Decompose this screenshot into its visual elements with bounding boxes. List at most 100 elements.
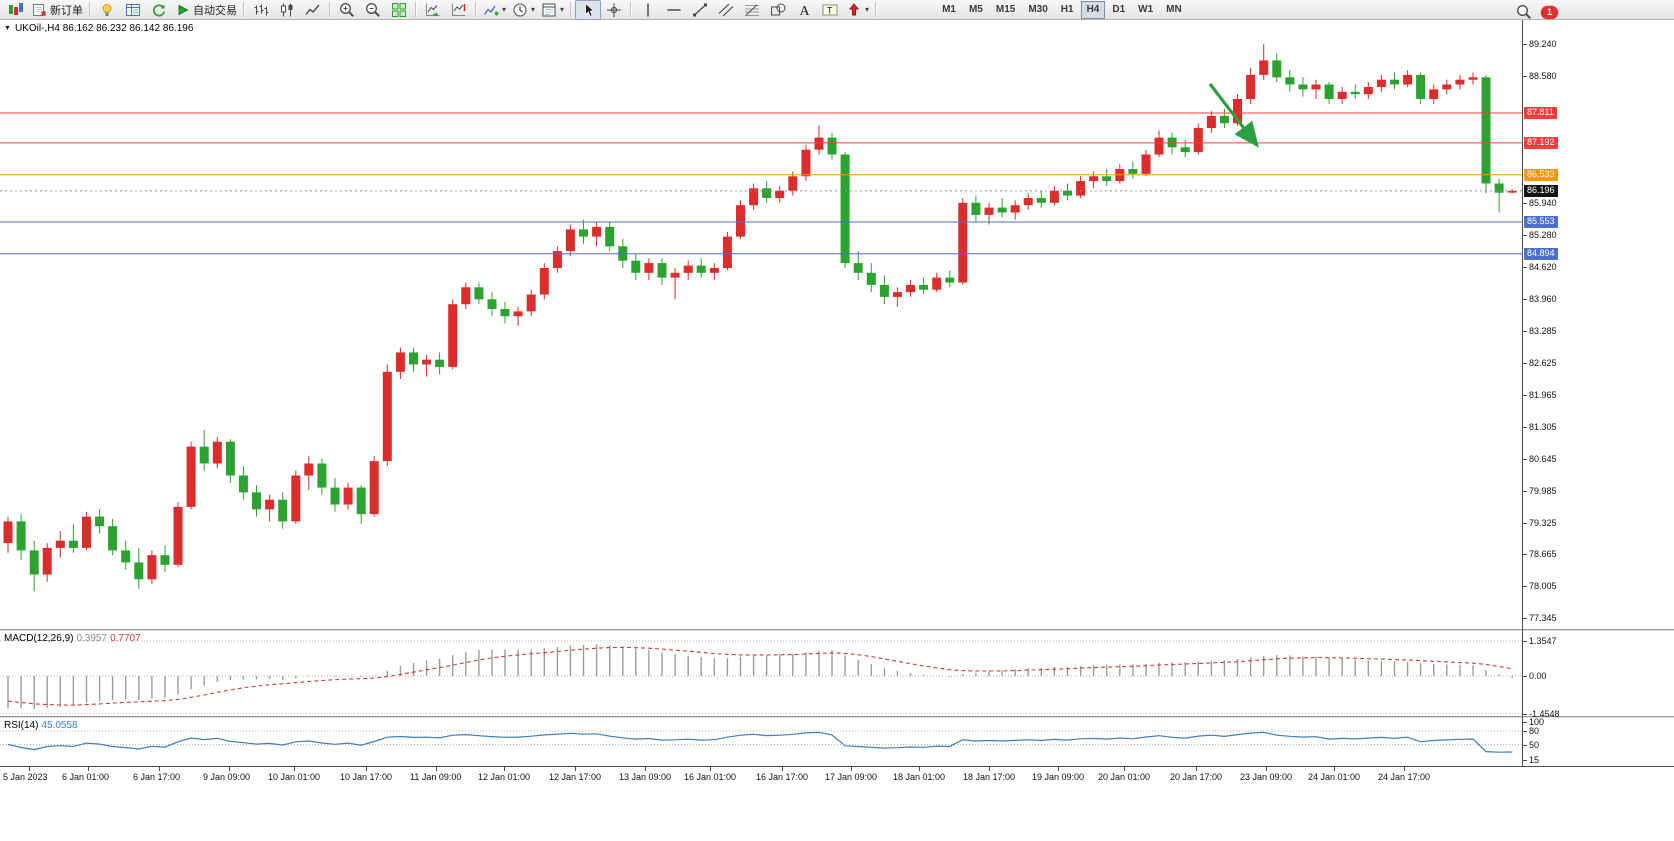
templates-button[interactable]: ▾	[538, 0, 567, 20]
candle	[1246, 67, 1256, 104]
dropdown-caret-icon: ▾	[865, 5, 870, 14]
time-axis-label: 5 Jan 2023	[3, 772, 48, 782]
horizontal-line-button[interactable]	[661, 0, 687, 20]
candlestick-chart-canvas[interactable]	[0, 20, 1522, 629]
candle	[265, 494, 275, 522]
periods-button[interactable]: ▾	[509, 0, 538, 20]
main-chart-pane[interactable]: ▼ UKOil-,H4 86.162 86.232 86.142 86.196	[0, 20, 1522, 629]
candle	[592, 222, 602, 247]
candle	[95, 509, 105, 534]
candle	[1259, 44, 1269, 80]
bar-chart-button[interactable]	[248, 0, 274, 20]
timeframe-h1-button[interactable]: H1	[1060, 4, 1074, 15]
channel-button[interactable]	[713, 0, 739, 20]
candle	[68, 523, 78, 553]
axis-tick	[1523, 298, 1527, 300]
price-axis[interactable]: 89.240 88.580 85.940 85.280 84.620 83.960 83.2…	[1523, 20, 1674, 766]
timeframe-mn-button[interactable]: MN	[1166, 4, 1182, 15]
pane-resize-separator[interactable]	[0, 716, 1674, 718]
candle	[958, 198, 968, 285]
candle	[252, 485, 261, 517]
candle	[827, 132, 837, 160]
timeframe-m30-button[interactable]: M30	[1028, 4, 1048, 15]
candlestick-chart-button[interactable]	[274, 0, 300, 20]
text-button[interactable]: A	[791, 0, 817, 20]
trend-arrow[interactable]	[1208, 83, 1259, 148]
macd-axis-label: 1.3547	[1529, 636, 1557, 647]
cursor-button[interactable]	[575, 0, 602, 20]
market-watch-button[interactable]	[120, 0, 146, 20]
axis-tick	[1523, 522, 1527, 524]
toolbar-separator	[475, 2, 477, 17]
candle	[461, 282, 471, 309]
timeframe-h4-button[interactable]: H4	[1080, 0, 1106, 19]
zoom-out-button[interactable]	[360, 0, 386, 20]
candle	[1429, 84, 1439, 104]
candle	[801, 144, 811, 182]
candle	[696, 258, 706, 278]
axis-tick	[1523, 586, 1527, 588]
autotrading-button[interactable]: 自动交易	[172, 0, 240, 20]
zoom-in-button[interactable]	[334, 0, 360, 20]
candle	[984, 202, 994, 225]
candle	[997, 198, 1007, 218]
arrows-button[interactable]: ▾	[843, 0, 872, 20]
refresh-button[interactable]	[146, 0, 172, 20]
price-level-badge: 86.533	[1524, 168, 1558, 181]
fibonacci-icon	[744, 2, 760, 18]
candle	[317, 458, 327, 495]
vertical-line-button[interactable]	[635, 0, 661, 20]
timeframe-m5-button[interactable]: M5	[968, 4, 983, 15]
axis-tick	[1523, 235, 1527, 237]
fibonacci-button[interactable]	[739, 0, 765, 20]
time-axis-label: 9 Jan 09:00	[203, 772, 251, 782]
axis-tick	[1523, 458, 1527, 460]
rsi-chart-canvas[interactable]	[0, 718, 1522, 766]
candle	[644, 258, 654, 280]
candle	[1298, 77, 1308, 97]
new-order-button[interactable]: 新订单	[29, 0, 86, 20]
timeframe-w1-button[interactable]: W1	[1138, 4, 1154, 15]
candle	[892, 287, 902, 307]
timeframe-d1-button[interactable]: D1	[1112, 4, 1126, 15]
rsi-pane[interactable]: RSI(14) 45.0558	[0, 718, 1522, 766]
candle	[1416, 72, 1426, 104]
axis-tick	[1523, 676, 1527, 677]
trendline-button[interactable]	[687, 0, 713, 20]
candle	[225, 439, 235, 483]
candle	[945, 270, 955, 288]
candle	[1049, 185, 1059, 206]
label-button[interactable]: T	[817, 0, 843, 20]
rsi-label: RSI(14) 45.0558	[4, 720, 81, 731]
chart-shift-button[interactable]	[446, 0, 472, 20]
candle	[1390, 72, 1399, 90]
timeframe-m15-button[interactable]: M15	[995, 4, 1016, 15]
time-axis-label: 10 Jan 01:00	[268, 772, 321, 782]
candle	[291, 470, 301, 524]
time-axis[interactable]: 5 Jan 2023 6 Jan 01:00 6 Jan 17:00 9 Jan 09…	[0, 766, 1674, 787]
indicators-button[interactable]: ▾	[480, 0, 509, 20]
dropdown-caret-icon: ▾	[531, 5, 536, 14]
macd-chart-canvas[interactable]	[0, 631, 1522, 716]
candle	[1154, 130, 1164, 157]
shapes-button[interactable]	[765, 0, 791, 20]
candle	[840, 152, 850, 268]
macd-pane[interactable]: MACD(12,26,9) 0.3957 0.7707	[0, 631, 1522, 716]
pane-resize-separator[interactable]	[0, 629, 1674, 631]
timeframe-m1-button[interactable]: M1	[942, 4, 956, 15]
search-button[interactable]	[1511, 2, 1537, 22]
axis-tick	[1523, 267, 1527, 268]
candle	[513, 306, 523, 326]
crosshair-icon	[606, 2, 622, 18]
line-chart-button[interactable]	[300, 0, 326, 20]
tile-windows-button[interactable]	[386, 0, 412, 20]
time-axis-tick	[782, 767, 783, 771]
candle	[134, 547, 144, 589]
notification-badge[interactable]: 1	[1541, 5, 1558, 19]
time-axis-label: 11 Jan 09:00	[410, 772, 462, 782]
svg-text:T: T	[827, 5, 833, 15]
metaeditor-button[interactable]	[94, 0, 120, 20]
auto-scroll-button[interactable]	[420, 0, 446, 20]
crosshair-button[interactable]	[601, 0, 627, 20]
collapse-toggle-icon[interactable]: ▼	[4, 25, 11, 32]
